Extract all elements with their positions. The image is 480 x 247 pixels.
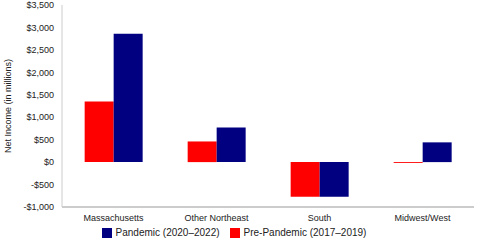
svg-text:$0: $0 (44, 157, 54, 167)
svg-text:$3,000: $3,000 (26, 23, 54, 33)
svg-text:$2,500: $2,500 (26, 45, 54, 55)
svg-text:Massachusetts: Massachusetts (83, 213, 144, 223)
svg-text:-$1,000: -$1,000 (23, 202, 54, 212)
html-text:Pandemic (2020–2022): Pandemic (2020–2022) (115, 227, 220, 238)
svg-text:$3,500: $3,500 (26, 0, 54, 10)
svg-text:$1,500: $1,500 (26, 90, 54, 100)
html-text:Pre-Pandemic (2017–2019): Pre-Pandemic (2017–2019) (243, 227, 367, 238)
svg-text:$2,000: $2,000 (26, 68, 54, 78)
svg-text:Net Income (in millions): Net Income (in millions) (8, 59, 13, 153)
svg-text:$1,000: $1,000 (26, 112, 54, 122)
svg-text:-$500: -$500 (31, 180, 54, 190)
svg-text:$500: $500 (34, 135, 54, 145)
svg-text:Midwest/West: Midwest/West (395, 213, 451, 223)
svg-text:South: South (308, 213, 332, 223)
svg-text:Other Northeast: Other Northeast (184, 213, 249, 223)
